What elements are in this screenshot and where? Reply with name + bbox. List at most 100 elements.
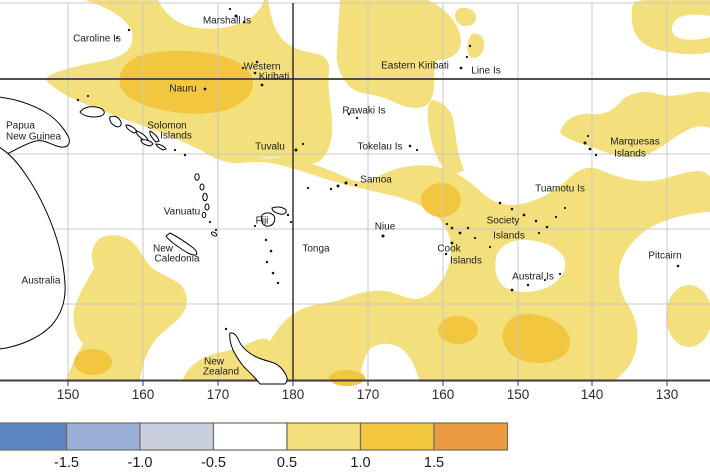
island-speck (241, 66, 245, 70)
neutral-region-austral (495, 239, 566, 292)
island-speck (450, 226, 454, 230)
colorbar-segment-6 (433, 422, 509, 451)
colorbar-tick-label: -1.5 (54, 455, 79, 471)
longitude-axis: 150 160 170 180 170 160 150 140 130 (57, 381, 678, 402)
island-speck (269, 249, 273, 253)
map-label-rawaki-is: Rawaki Is (342, 106, 385, 117)
anomaly-fill-layer (45, 0, 710, 386)
island-speck (545, 225, 549, 229)
colorbar-segment-5 (359, 422, 435, 451)
map-label-solomon-islands: Solomon (147, 121, 186, 132)
map-label-papua-new-guinea: New Guinea (6, 132, 61, 143)
island-speck (522, 213, 526, 217)
island-fiji-viti-levu (261, 212, 276, 227)
island-speck (408, 144, 412, 148)
island-makira (155, 143, 167, 151)
anomaly-core-nz-east (329, 370, 365, 386)
island-speck (289, 220, 293, 224)
colorbar-segment-3 (212, 422, 288, 451)
island-speck (444, 252, 448, 256)
island-speck (86, 94, 90, 98)
axis-tick-label: 170 (357, 387, 380, 402)
island-speck (415, 148, 419, 152)
map-label-australia: Australia (22, 276, 61, 287)
colorbar-tick-label: -0.5 (201, 455, 226, 471)
axis-tick-label: 140 (581, 387, 604, 402)
island-speck (466, 226, 470, 230)
island-speck (183, 153, 187, 157)
island-speck (347, 112, 351, 116)
map-label-cook-islands: Islands (450, 256, 482, 267)
island-choiseul (125, 124, 138, 134)
island-speck (208, 220, 212, 224)
island-speck (381, 234, 385, 238)
island-speck (234, 14, 238, 18)
island-speck (276, 281, 280, 285)
island-new-britain (79, 106, 105, 118)
colorbar-segment-0 (0, 422, 68, 451)
island-speck (450, 241, 454, 245)
land-layer (0, 96, 288, 385)
island-bougainville (109, 115, 122, 128)
island-speck (76, 98, 80, 102)
island-speck (465, 55, 469, 59)
island-fiji-vanua-levu (271, 206, 287, 215)
island-malaita (149, 130, 160, 143)
island-speck (255, 60, 259, 64)
colorbar-segment-2 (139, 422, 215, 451)
anomaly-core-tasman (74, 349, 112, 375)
island-speck (354, 183, 358, 187)
island-speck (286, 213, 290, 217)
island-loyalty (210, 231, 218, 237)
anomaly-region-top-right (631, 0, 710, 55)
map-label-tuvalu: Tuvalu (255, 142, 285, 153)
map-label-marshall-is: Marshall Is (203, 16, 251, 27)
map-label-tuamotu-is: Tuamotu Is (535, 184, 585, 195)
map-label-western-kiribati: Kiribati (259, 72, 290, 83)
island-speck (588, 147, 592, 151)
island-speck (260, 83, 264, 87)
island-speck (306, 186, 310, 190)
map-label-samoa: Samoa (360, 175, 392, 186)
island-speck (526, 283, 530, 287)
axis-tick-label: 180 (282, 387, 305, 402)
colorbar-tick-label: 1.0 (350, 455, 370, 471)
island-speck (558, 272, 562, 276)
island-speck (554, 215, 558, 219)
anomaly-core-nauru (119, 50, 254, 114)
axis-tick-label: 170 (207, 387, 230, 402)
island-speck (459, 66, 463, 70)
island-speck (253, 71, 257, 75)
map-label-new-zealand: New (204, 357, 225, 368)
map-label-marquesas-islands: Islands (614, 149, 646, 160)
map-label-pitcairn: Pitcairn (648, 251, 681, 262)
map-label-caroline-is: Caroline Is (73, 34, 121, 45)
map-label-niue: Niue (375, 222, 396, 233)
island-speck (543, 278, 547, 282)
island-speck (214, 228, 218, 232)
anomaly-region-southern-band (182, 157, 710, 382)
island-speck (583, 141, 587, 145)
anomaly-core-south-2 (502, 314, 570, 364)
map-label-vanuatu: Vanuatu (164, 207, 201, 218)
reference-lines-layer (0, 3, 710, 382)
map-label-tonga: Tonga (302, 244, 330, 255)
map-label-society-islands: Society (487, 216, 520, 227)
island-vanuatu-2 (199, 183, 205, 191)
island-speck (336, 184, 340, 188)
island-vanuatu-3 (202, 192, 208, 202)
anomaly-region-eastern-kiribati (336, 0, 462, 108)
island-speck (264, 238, 268, 242)
island-vanuatu-1 (194, 173, 200, 181)
island-speck (458, 231, 462, 235)
anomaly-core-samoa-east (421, 183, 461, 217)
island-speck (510, 288, 514, 292)
island-vanuatu-4 (204, 203, 210, 211)
landmass-new-guinea (0, 96, 70, 157)
island-speck (224, 327, 228, 331)
map-label-society-islands: Islands (493, 231, 525, 242)
anomaly-region-tokelau-east-bridge (427, 100, 464, 174)
